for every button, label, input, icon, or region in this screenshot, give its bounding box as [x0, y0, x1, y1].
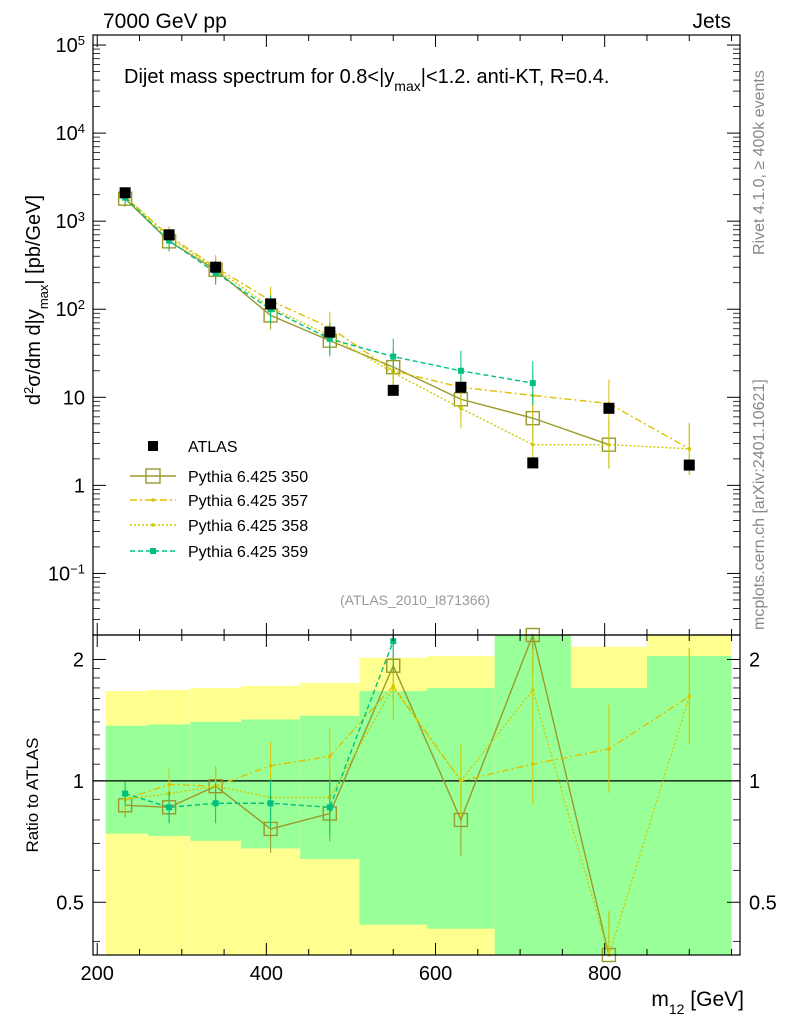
main-point-atlas-2	[210, 261, 222, 273]
main-series	[117, 187, 695, 475]
ratio-axis-ticks: 0.5 0.5 1 1 2 2 200 400 600 800	[56, 635, 777, 985]
main-line-358	[124, 196, 690, 450]
ratio-point-358-5	[391, 686, 396, 690]
band-green-0	[105, 725, 148, 834]
ratio-frame	[92, 634, 741, 956]
ratio-y-axis-label: Ratio to ATLAS	[23, 738, 42, 853]
x-tick-label-3: 800	[588, 963, 621, 985]
ratio-point-358-7	[530, 688, 535, 692]
ratio-point-359-5	[390, 638, 397, 645]
main-ytick-label-0: 105	[56, 33, 85, 58]
ratio-ytick-label-right-0: 0.5	[749, 892, 777, 914]
legend-label-359: Pythia 6.425 359	[188, 544, 308, 561]
ratio-ytick-label-right-1: 1	[749, 771, 760, 793]
legend-label-atlas: ATLAS	[188, 439, 238, 456]
main-point-358-6	[459, 406, 463, 411]
legend: ATLAS Pythia 6.425 350 Pythia 6.425 357 …	[130, 439, 308, 561]
legend-label-358: Pythia 6.425 358	[188, 518, 308, 535]
ratio-point-357-4	[328, 754, 332, 759]
x-tick-label-1: 400	[250, 963, 283, 985]
main-line-350	[124, 198, 610, 446]
main-line-359	[124, 197, 533, 384]
rivet-label: Rivet 4.1.0, ≥ 400k events	[751, 70, 768, 255]
chart-title: Dijet mass spectrum for 0.8<|ymax|<1.2. …	[124, 66, 609, 94]
main-point-atlas-1	[163, 229, 175, 241]
ratio-point-358-6	[459, 779, 463, 783]
main-ytick-label-4: 10	[63, 387, 85, 409]
ratio-point-359-0	[122, 790, 129, 797]
ratio-point-357-8	[607, 747, 611, 751]
main-point-359-5	[390, 353, 397, 360]
main-point-atlas-9	[683, 459, 695, 471]
main-point-atlas-5	[387, 384, 399, 396]
main-point-atlas-0	[119, 187, 131, 199]
header-left: 7000 GeV pp	[103, 10, 227, 33]
ratio-ytick-label-right-2: 2	[749, 649, 760, 671]
ratio-point-359-1	[166, 804, 173, 811]
ratio-point-359-3	[267, 800, 274, 807]
x-axis-label: m12 [GeV]	[651, 988, 744, 1017]
ratio-line-357	[124, 684, 690, 800]
x-tick-label-2: 600	[419, 963, 452, 985]
ratio-point-359-4	[326, 804, 333, 811]
main-line-357	[124, 196, 690, 450]
legend-marker-359	[150, 548, 156, 554]
ratio-line-359	[124, 640, 394, 809]
main-point-358-9	[687, 447, 692, 451]
main-point-atlas-8	[603, 402, 615, 414]
main-point-359-7	[529, 380, 536, 387]
main-y-axis-label: d2σ/dm d|ymax| [pb/GeV]	[21, 195, 51, 405]
ratio-uncertainty-bands	[93, 635, 740, 955]
ratio-ytick-label-left-1: 1	[73, 771, 84, 793]
band-green-5	[359, 691, 428, 925]
main-point-359-1	[166, 237, 173, 244]
legend-marker-358	[151, 523, 155, 527]
main-ytick-label-5: 1	[74, 475, 85, 497]
ratio-point-359-2	[212, 800, 219, 807]
main-point-atlas-4	[324, 326, 336, 338]
main-ytick-label-6: 10−1	[48, 561, 85, 586]
analysis-label: (ATLAS_2010_I871366)	[340, 592, 490, 608]
ratio-point-357-7	[530, 762, 535, 766]
main-point-359-6	[457, 367, 464, 374]
ratio-line-358	[125, 686, 690, 958]
main-ytick-label-3: 102	[56, 297, 85, 322]
ratio-point-357-3	[268, 763, 273, 768]
header-right: Jets	[692, 10, 731, 33]
main-point-atlas-7	[527, 457, 539, 469]
main-ytick-label-1: 104	[56, 121, 85, 146]
main-ytick-label-2: 103	[56, 209, 85, 234]
x-tick-label-0: 200	[81, 963, 114, 985]
mcplots-label: mcplots.cern.ch [arXiv:2401.10621]	[751, 379, 768, 630]
legend-marker-350	[145, 468, 161, 484]
legend-label-350: Pythia 6.425 350	[188, 469, 308, 486]
legend-marker-atlas	[148, 441, 158, 451]
main-point-358-8	[607, 442, 611, 447]
legend-label-357: Pythia 6.425 357	[188, 493, 308, 510]
legend-marker-357	[151, 498, 155, 502]
ratio-ytick-label-left-0: 0.5	[56, 892, 84, 914]
main-point-358-7	[530, 442, 535, 447]
main-point-359-4	[326, 335, 333, 342]
main-point-atlas-3	[265, 298, 277, 310]
ratio-point-358-9	[687, 694, 692, 699]
ratio-ytick-label-left-2: 2	[73, 649, 84, 671]
main-point-atlas-6	[455, 381, 467, 393]
